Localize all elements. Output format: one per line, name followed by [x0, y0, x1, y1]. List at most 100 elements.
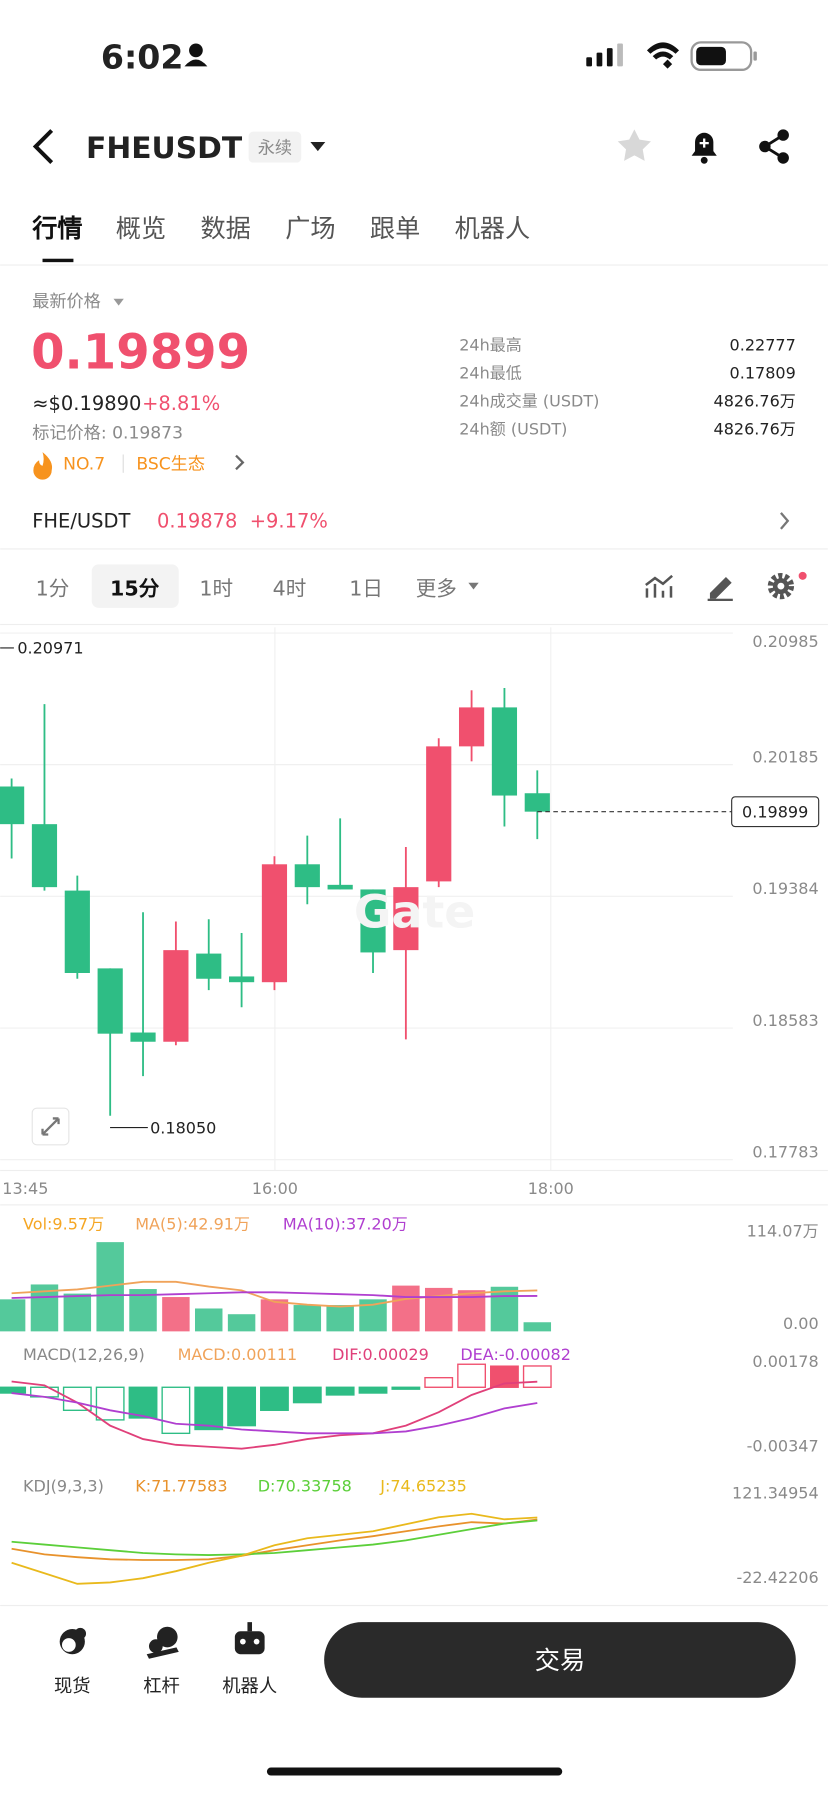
ecosystem-tag[interactable]: BSC生态 [136, 454, 205, 474]
y-tick-label: 121.34954 [732, 1484, 819, 1503]
candle-body [458, 707, 485, 747]
legend-entry: MA(5):42.91万 [135, 1214, 250, 1233]
divider [0, 1604, 828, 1607]
tab[interactable]: 行情 [31, 214, 82, 243]
tab[interactable]: 数据 [201, 214, 251, 243]
y-tick-label: 0.18583 [752, 1011, 818, 1030]
indicator-line [11, 1512, 538, 1585]
stat-label: 24h成交量 (USDT) [459, 391, 599, 410]
candle-body [360, 889, 386, 953]
high-label: 0.20971 [17, 639, 83, 658]
tab[interactable]: 概览 [116, 214, 166, 243]
volume-bar [392, 1285, 420, 1332]
x-tick-label: 18:00 [528, 1179, 574, 1198]
nav-label[interactable]: 现货 [54, 1676, 91, 1697]
interval[interactable]: 1日 [349, 576, 383, 600]
bot-icon[interactable] [234, 1622, 265, 1655]
candle-body [229, 976, 255, 983]
divider [0, 548, 828, 550]
settings-button[interactable] [767, 571, 807, 600]
symbol: FHEUSDT [86, 131, 243, 166]
margin-icon[interactable] [146, 1626, 179, 1659]
interval[interactable]: 15分 [110, 576, 160, 600]
interval-active-bg [91, 564, 179, 608]
indicator-line [11, 1291, 538, 1299]
separator [122, 454, 124, 473]
macd-bar [95, 1386, 125, 1421]
macd-bar [227, 1386, 257, 1427]
spot-pair[interactable]: FHE/USDT [32, 510, 130, 533]
legend-entry: MA(10):37.20万 [283, 1214, 408, 1233]
interval-bar: 1分 15分 1时 4时 1日 更多 [36, 576, 457, 600]
macd-bar [424, 1376, 454, 1388]
indicator-line [11, 1518, 538, 1561]
back-button[interactable] [32, 129, 54, 164]
price-label: 最新价格 [32, 292, 101, 312]
stat-value: 0.22777 [730, 335, 796, 354]
mark-price: 标记价格: 0.19873 [32, 423, 183, 443]
interval[interactable]: 1分 [36, 576, 70, 600]
spot-icon[interactable] [59, 1627, 87, 1655]
share-button[interactable] [759, 129, 789, 164]
nav-label[interactable]: 杠杆 [143, 1676, 180, 1697]
legend-entry: MACD:0.00111 [178, 1345, 298, 1364]
volume-bar [227, 1314, 256, 1332]
y-tick-label: 0.20985 [752, 632, 818, 651]
indicator-line [11, 1280, 538, 1308]
more-dropdown[interactable] [468, 582, 479, 590]
tab[interactable]: 机器人 [455, 214, 531, 243]
alert-bell[interactable] [691, 132, 717, 164]
macd-bar [128, 1386, 158, 1419]
trade-button[interactable] [324, 1622, 796, 1698]
stat-value: 0.17809 [730, 363, 796, 382]
divider [0, 264, 828, 266]
y-tick-label: 0.00 [783, 1314, 819, 1333]
tab[interactable]: 跟单 [370, 214, 420, 243]
indicator-button[interactable] [645, 574, 673, 598]
trade-button-label[interactable]: 交易 [535, 1646, 585, 1675]
volume-bar [195, 1308, 223, 1332]
legend-entry: Vol:9.57万 [23, 1214, 104, 1233]
nav-label[interactable]: 机器人 [222, 1676, 277, 1697]
interval[interactable]: 1时 [199, 576, 233, 600]
macd-bar [292, 1386, 322, 1404]
macd-bar [358, 1386, 388, 1394]
status-time: 6:02 [101, 38, 184, 77]
contract-tag: 永续 [258, 138, 292, 158]
favorite-star[interactable] [617, 129, 651, 161]
indicator-line [11, 1519, 538, 1556]
spot-chevron[interactable] [780, 512, 790, 530]
candle-body [261, 864, 288, 983]
interval[interactable]: 更多 [416, 576, 457, 600]
x-tick-label: 13:45 [2, 1179, 48, 1198]
volume-bar [490, 1286, 519, 1332]
interval[interactable]: 4时 [273, 576, 307, 600]
legend-entry: K:71.77583 [135, 1477, 227, 1496]
stats: 24h最高 0.22777 24h最低 0.17809 24h成交量 (USDT) 482… [459, 335, 796, 438]
flame-icon [33, 452, 53, 480]
legend-entry: DEA:-0.00082 [460, 1345, 571, 1364]
tab[interactable]: 广场 [285, 214, 335, 243]
candle-body [196, 953, 222, 979]
tag-bg [248, 131, 302, 163]
indicator-line [11, 1392, 538, 1435]
legend-entry: DIF:0.00029 [332, 1345, 429, 1364]
divider [0, 1204, 828, 1206]
last-price-label: 0.19899 [742, 802, 808, 821]
indicator-line [11, 1380, 538, 1450]
chevron[interactable] [235, 454, 245, 471]
draw-button[interactable] [707, 576, 733, 602]
y-tick-label: -0.00347 [747, 1437, 819, 1456]
price-label-dropdown[interactable] [113, 298, 124, 306]
expand-button[interactable] [31, 1107, 70, 1146]
symbol-dropdown[interactable] [310, 141, 326, 152]
low-label: 0.18050 [150, 1118, 216, 1137]
volume-bar [293, 1305, 322, 1332]
volume-bar [0, 1299, 26, 1332]
rank-tag[interactable]: NO.7 [63, 454, 105, 474]
price-change: +8.81% [142, 392, 220, 415]
stat-label: 24h额 (USDT) [459, 419, 567, 438]
y-tick-label: -22.42206 [736, 1568, 818, 1587]
volume-bar [129, 1289, 157, 1332]
